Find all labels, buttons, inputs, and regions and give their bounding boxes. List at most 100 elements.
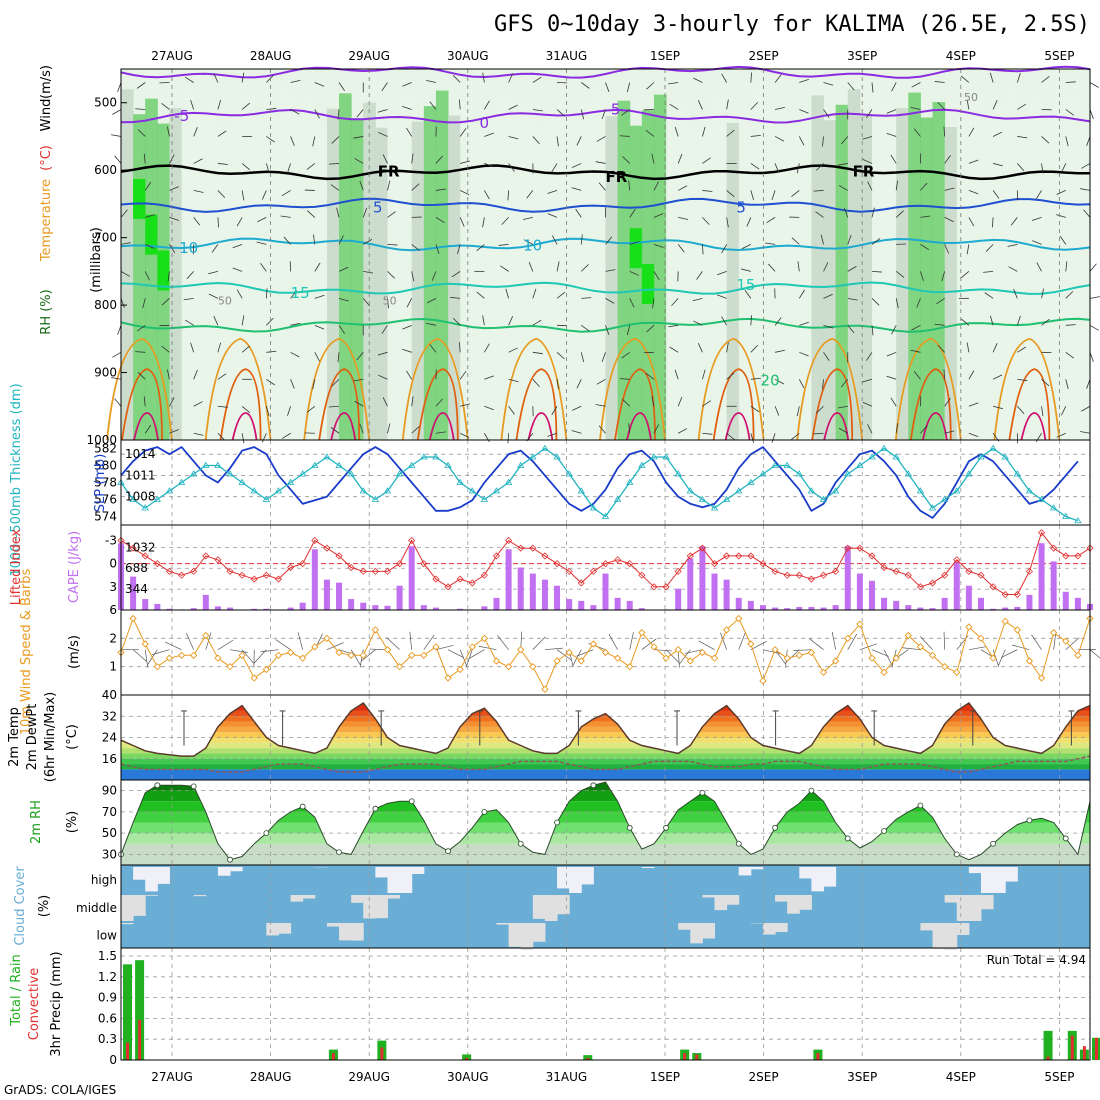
wind-barb [646, 325, 655, 333]
wind-speed-point [347, 651, 355, 659]
thickness-point [492, 487, 501, 494]
temp-band [121, 769, 1090, 780]
isotherm-dome [599, 337, 666, 441]
wind-barb [117, 82, 122, 93]
rh-point [699, 789, 706, 796]
wind-barb [484, 375, 494, 380]
wind-barb [911, 324, 921, 331]
slp-tick-label: 1011 [125, 468, 156, 482]
li-point [553, 560, 561, 568]
wind-speed-point [311, 643, 319, 651]
wind-barb [297, 632, 304, 650]
wind-barb [161, 298, 170, 306]
wind-barb [596, 136, 606, 142]
li-point [977, 571, 985, 579]
thickness-point [395, 470, 404, 477]
li-point [250, 575, 258, 583]
wind-barb [331, 136, 340, 144]
wind-barb [508, 104, 518, 110]
contour-label: 50 [964, 91, 978, 104]
cloud-gap [569, 867, 582, 895]
wind-barb [815, 211, 824, 218]
wind-barb [532, 636, 546, 650]
li-point [868, 552, 876, 560]
wind-speed-point [371, 626, 379, 634]
wind-barb [693, 320, 703, 326]
wind-barb [482, 217, 485, 228]
cape-bar [1002, 607, 1009, 610]
rh-band [835, 104, 849, 440]
wind-barb [867, 181, 873, 191]
contour-label: 50 [218, 295, 232, 308]
wind-barb [916, 298, 921, 308]
wind-barb [809, 638, 824, 650]
temp-band [121, 742, 1090, 749]
y-tick-label: 70 [102, 805, 117, 819]
temp2m-unit-label: (°C) [65, 724, 80, 750]
contour-label: 5 [373, 198, 383, 216]
precip-conv-bar [1046, 1056, 1050, 1060]
cape-tick-label: 344 [125, 582, 148, 596]
li-point [153, 560, 161, 568]
rh-band [617, 100, 631, 440]
isotherm-dome [1008, 368, 1051, 441]
wind-barb [891, 82, 897, 92]
contour-label: 15 [736, 276, 755, 294]
thickness-point [868, 453, 876, 460]
contour-label: 15 [291, 284, 310, 302]
wind-barb [913, 128, 921, 137]
wind-barb [381, 325, 388, 334]
thickness-point [335, 461, 343, 468]
cloud-gap [532, 895, 546, 919]
wind-barb [193, 432, 204, 436]
isotherm-dome [823, 412, 850, 441]
thickness-point [250, 487, 258, 494]
wind-barb [653, 181, 659, 191]
rh-band [750, 91, 764, 441]
wind-barb [532, 379, 540, 387]
wind-barb [678, 217, 689, 220]
thickness-point [722, 495, 731, 502]
wind-barb [750, 163, 760, 170]
wind-barb [406, 298, 413, 308]
wind-barb [575, 208, 582, 218]
thickness-point [940, 495, 949, 502]
cape-bar [832, 605, 839, 610]
isotherm-dome [303, 337, 371, 441]
thickness-point [529, 453, 537, 460]
wind-speed-point [274, 651, 283, 659]
wind-barb [813, 190, 824, 192]
cape-bar [735, 597, 742, 610]
wind-barb [1032, 240, 1042, 245]
wind-barb [910, 349, 921, 353]
thickness-point [298, 470, 307, 477]
rh-band [121, 801, 1090, 812]
wind-barb [774, 406, 780, 416]
wind-barb [266, 108, 277, 110]
rh-band [762, 116, 776, 440]
wind-barb [217, 163, 228, 165]
temp-band [121, 721, 1090, 727]
wind-barb [1008, 266, 1018, 272]
wind-barb [1061, 406, 1067, 416]
wind-barb [580, 352, 585, 363]
wind-barb [241, 345, 251, 353]
wind-barb [702, 244, 704, 255]
precip-conv-legend: Convective [27, 968, 42, 1041]
thickness-point [613, 495, 622, 502]
isotherm-dome [1020, 412, 1047, 441]
wind-barb [482, 72, 485, 83]
precip-total-bar [1043, 1030, 1053, 1060]
wind-barb [883, 649, 893, 666]
wind-barb [629, 241, 640, 245]
wind-speed-point [722, 626, 731, 634]
li-point [129, 544, 137, 552]
wind-barb [406, 370, 413, 380]
date-label-bottom: 28AUG [250, 1070, 292, 1084]
wind-barb [726, 432, 735, 440]
isotherm-dome [697, 337, 765, 441]
wind-barb [847, 297, 858, 301]
precip-conv-bar [331, 1053, 335, 1060]
wind-barb [484, 405, 494, 411]
wind-barb [992, 100, 998, 110]
